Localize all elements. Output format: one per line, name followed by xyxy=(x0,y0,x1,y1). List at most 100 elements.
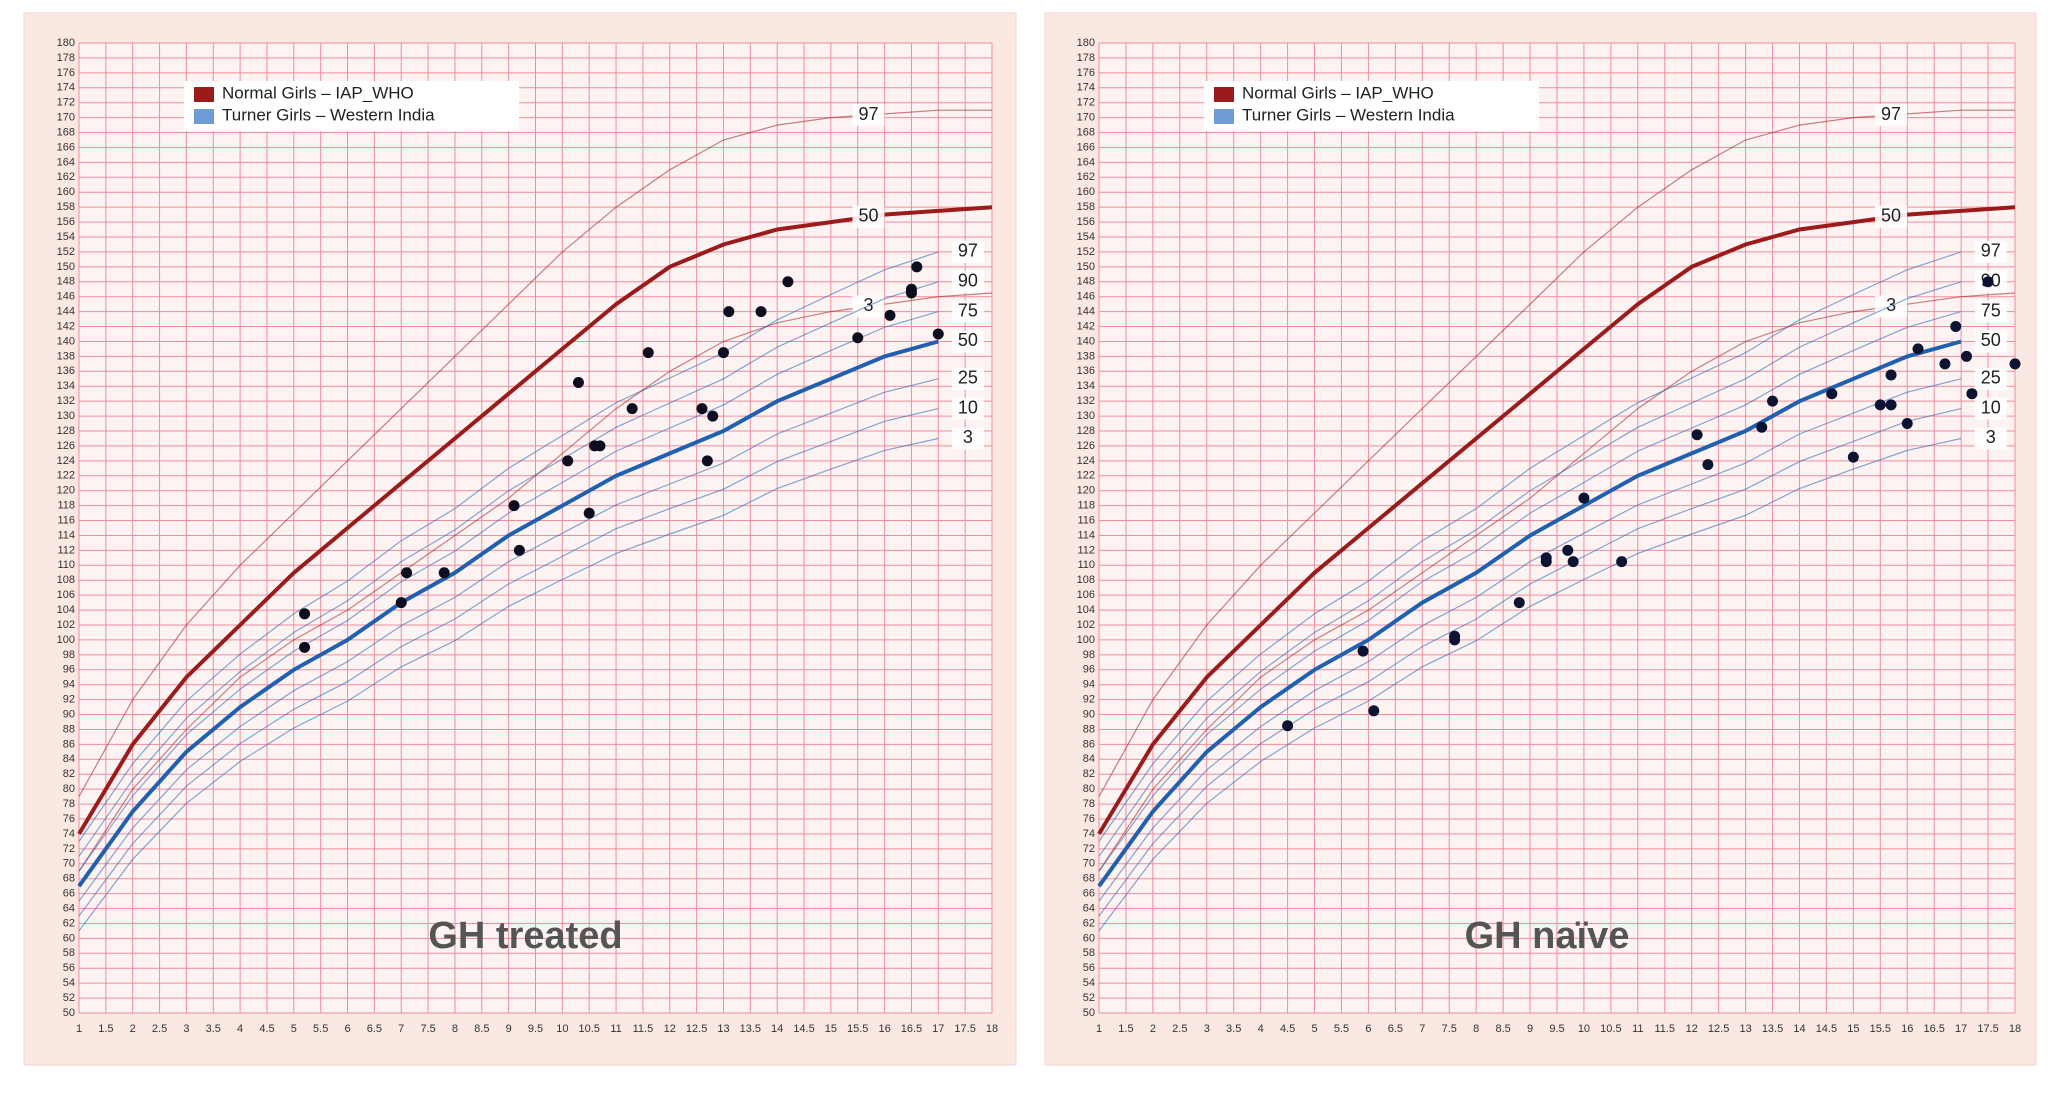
y-tick-label: 154 xyxy=(1077,231,1095,243)
percentile-curve xyxy=(77,339,939,888)
y-tick-label: 166 xyxy=(57,141,75,153)
x-tick-label: 14.5 xyxy=(1816,1023,1837,1035)
legend xyxy=(1204,81,1539,131)
x-tick-label: 15.5 xyxy=(1870,1023,1891,1035)
chart-title: GH treated xyxy=(428,915,622,957)
y-tick-label: 50 xyxy=(1083,1007,1095,1019)
y-tick-label: 88 xyxy=(1083,723,1095,735)
curve-label: 97 xyxy=(1881,104,1901,124)
curve-label-box xyxy=(1974,367,2007,390)
y-tick-label: 162 xyxy=(57,171,75,183)
y-tick-label: 158 xyxy=(1077,201,1095,213)
y-tick-label: 58 xyxy=(1083,947,1095,959)
percentile-curve xyxy=(78,378,939,902)
data-point xyxy=(395,597,407,609)
percentile-curve xyxy=(1097,205,2016,835)
x-tick-label: 11 xyxy=(1632,1023,1643,1035)
y-tick-label: 70 xyxy=(1083,858,1095,870)
percentile-curve xyxy=(1098,292,2016,872)
data-point xyxy=(1691,429,1703,441)
y-tick-label: 60 xyxy=(1083,932,1095,944)
data-point xyxy=(1449,634,1461,646)
data-point xyxy=(1282,720,1294,732)
data-point xyxy=(884,309,896,321)
percentile-curve xyxy=(1098,437,1962,932)
data-point xyxy=(1847,451,1859,463)
y-tick-label: 142 xyxy=(57,320,75,332)
x-tick-label: 4 xyxy=(1258,1023,1264,1035)
y-tick-label: 52 xyxy=(63,992,75,1004)
x-tick-label: 8.5 xyxy=(1495,1023,1510,1035)
y-tick-label: 124 xyxy=(1077,455,1095,467)
curve-label: 50 xyxy=(958,330,978,350)
data-point xyxy=(1562,544,1574,556)
y-tick-label: 60 xyxy=(63,932,75,944)
curve-label-box xyxy=(951,240,984,263)
y-tick-label: 110 xyxy=(1077,559,1095,571)
data-point xyxy=(1826,388,1838,400)
y-tick-label: 122 xyxy=(57,470,75,482)
y-tick-label: 92 xyxy=(1083,694,1095,706)
x-tick-label: 6 xyxy=(1365,1023,1371,1035)
percentile-curve xyxy=(1098,408,1962,917)
y-tick-label: 104 xyxy=(1077,604,1095,616)
curve-label-box xyxy=(951,330,984,353)
curve-label-box xyxy=(852,205,885,228)
x-tick-label: 17 xyxy=(1955,1023,1967,1035)
y-tick-label: 164 xyxy=(1077,156,1095,168)
y-tick-label: 166 xyxy=(1077,141,1095,153)
x-tick-label: 7.5 xyxy=(420,1023,435,1035)
curve-label: 97 xyxy=(858,104,878,124)
data-point xyxy=(572,377,584,388)
y-tick-label: 82 xyxy=(1083,768,1095,780)
percentile-curve xyxy=(1098,311,1962,872)
y-tick-label: 68 xyxy=(63,873,75,885)
data-point xyxy=(932,328,944,340)
x-tick-label: 12 xyxy=(1686,1023,1698,1035)
y-tick-label: 94 xyxy=(63,679,75,691)
x-tick-label: 16 xyxy=(878,1023,890,1035)
x-tick-label: 12 xyxy=(664,1023,676,1035)
y-tick-label: 90 xyxy=(63,708,75,720)
percentile-curve xyxy=(78,292,993,872)
x-tick-label: 2.5 xyxy=(152,1023,167,1035)
x-tick-label: 1.5 xyxy=(1118,1023,1133,1035)
legend-label: Turner Girls – Western India xyxy=(222,105,435,124)
y-tick-label: 168 xyxy=(1077,126,1095,138)
curve-label: 50 xyxy=(1981,330,2001,350)
y-tick-label: 120 xyxy=(57,485,75,497)
curve-label: 50 xyxy=(858,206,878,226)
y-tick-label: 56 xyxy=(1083,962,1095,974)
legend xyxy=(184,81,519,131)
percentile-curve xyxy=(78,251,939,842)
curve-label-box xyxy=(951,367,984,390)
x-tick-label: 15.5 xyxy=(847,1023,868,1035)
x-tick-label: 4.5 xyxy=(259,1023,274,1035)
x-tick-label: 1 xyxy=(76,1023,82,1035)
y-tick-label: 66 xyxy=(1083,888,1095,900)
x-tick-label: 13 xyxy=(717,1023,729,1035)
y-tick-label: 52 xyxy=(1083,992,1095,1004)
curve-label-box xyxy=(1974,330,2007,353)
y-tick-label: 176 xyxy=(1077,67,1095,79)
curve-label-box xyxy=(1875,104,1908,127)
x-tick-label: 11.5 xyxy=(1654,1023,1675,1035)
y-tick-label: 134 xyxy=(1077,380,1095,392)
data-point xyxy=(905,283,917,295)
y-tick-label: 108 xyxy=(1077,574,1095,586)
y-tick-label: 84 xyxy=(63,753,75,765)
x-tick-label: 10 xyxy=(556,1023,568,1035)
y-tick-label: 102 xyxy=(57,619,75,631)
data-point xyxy=(717,347,729,359)
y-tick-label: 90 xyxy=(1083,708,1095,720)
y-tick-label: 82 xyxy=(63,768,75,780)
y-tick-label: 72 xyxy=(63,843,75,855)
legend-swatch xyxy=(1214,87,1234,102)
x-tick-label: 5.5 xyxy=(313,1023,328,1035)
data-point xyxy=(642,347,654,359)
data-point xyxy=(626,403,638,415)
chart: 5052545658606264666870727476788082848688… xyxy=(1044,12,2037,1066)
x-tick-label: 18 xyxy=(986,1023,998,1035)
chart: 5052545658606264666870727476788082848688… xyxy=(23,12,1017,1066)
